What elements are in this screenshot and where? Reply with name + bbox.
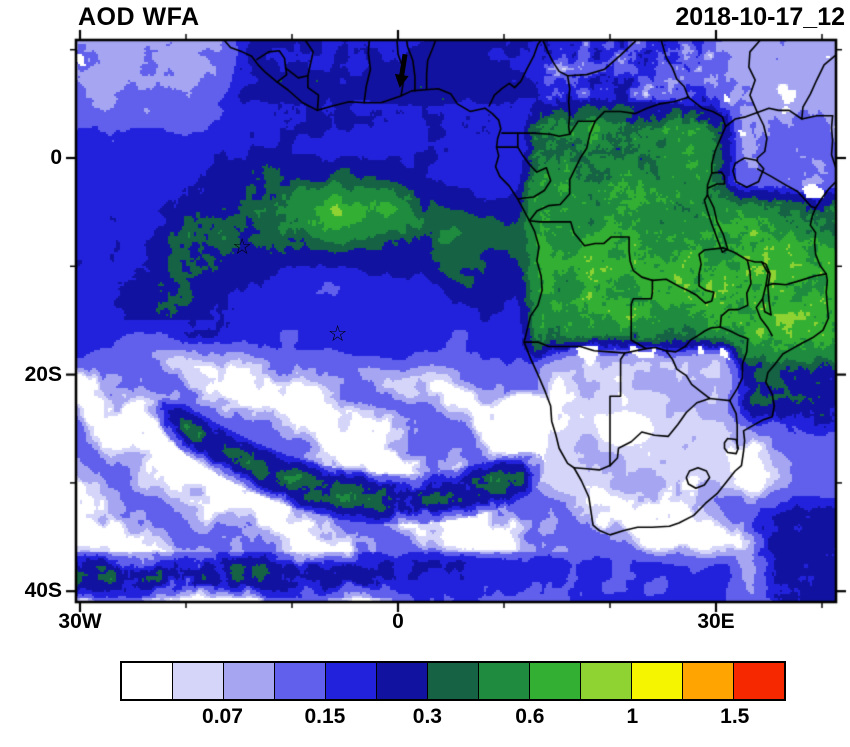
colorbar-tick-label: 1.5 — [720, 705, 750, 728]
plot-title: AOD WFA — [78, 3, 200, 31]
colorbar-cell — [376, 663, 427, 699]
arrow-down-icon — [391, 52, 413, 95]
colorbar-tick-label: 0.07 — [202, 705, 243, 728]
y-tick-label: 0 — [50, 146, 62, 169]
colorbar-cell — [274, 663, 325, 699]
colorbar-cell — [529, 663, 580, 699]
y-tick-label: 40S — [24, 579, 62, 603]
colorbar-cell — [478, 663, 529, 699]
colorbar-cell — [427, 663, 478, 699]
colorbar-cell — [172, 663, 223, 699]
timestamp-label: 2018-10-17_12 — [675, 3, 845, 31]
y-tick-label: 20S — [24, 362, 62, 386]
star-marker-icon: ☆ — [232, 233, 253, 259]
x-tick-label: 30E — [697, 610, 735, 633]
colorbar-tick-label: 1 — [626, 705, 639, 728]
colorbar-tick-label: 0.3 — [412, 705, 442, 728]
colorbar-cell — [733, 663, 784, 699]
colorbar-tick-label: 0.15 — [304, 705, 346, 728]
colorbar-cell — [325, 663, 376, 699]
colorbar-cell — [631, 663, 682, 699]
colorbar-cell — [682, 663, 733, 699]
x-tick-label: 0 — [392, 610, 404, 633]
colorbar-cell — [223, 663, 274, 699]
x-tick-label: 30W — [58, 610, 102, 633]
colorbar-cell — [122, 663, 172, 699]
colorbar-tick-label: 0.6 — [515, 705, 545, 728]
colorbar — [120, 661, 786, 701]
colorbar-cell — [580, 663, 631, 699]
star-marker-icon: ☆ — [327, 320, 348, 346]
